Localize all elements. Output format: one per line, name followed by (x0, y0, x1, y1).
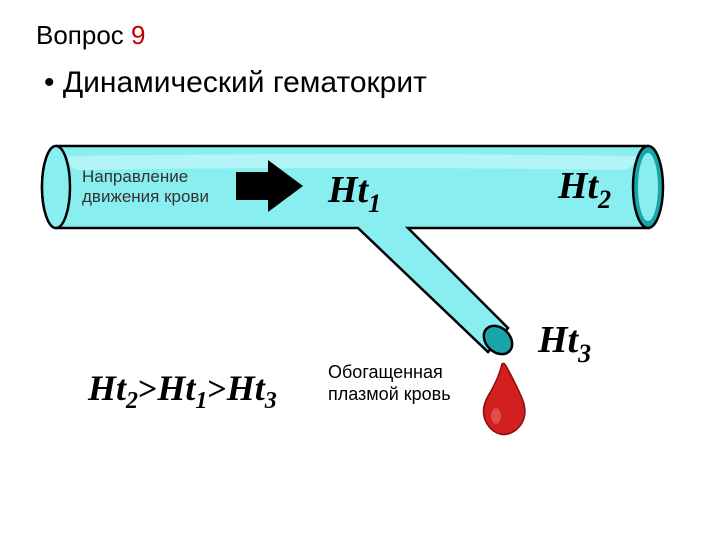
question-number: 9 (131, 20, 145, 50)
hematocrit-diagram: Направление движения крови Ht1 Ht2 Ht3 О… (28, 130, 692, 460)
slide: Вопрос 9 • Динамический гематокрит Напра… (0, 0, 720, 540)
plasma-label: Обогащенная плазмой кровь (328, 362, 451, 404)
label-ht3: Ht3 (537, 319, 591, 368)
flow-direction-label: Направление движения крови (82, 167, 209, 206)
question-line: Вопрос 9 (36, 20, 146, 51)
inequality: Ht2>Ht1>Ht3 (87, 368, 277, 414)
blood-drop-icon (483, 363, 524, 434)
question-prefix: Вопрос (36, 20, 131, 50)
bullet-heading: • Динамический гематокрит (44, 66, 427, 100)
